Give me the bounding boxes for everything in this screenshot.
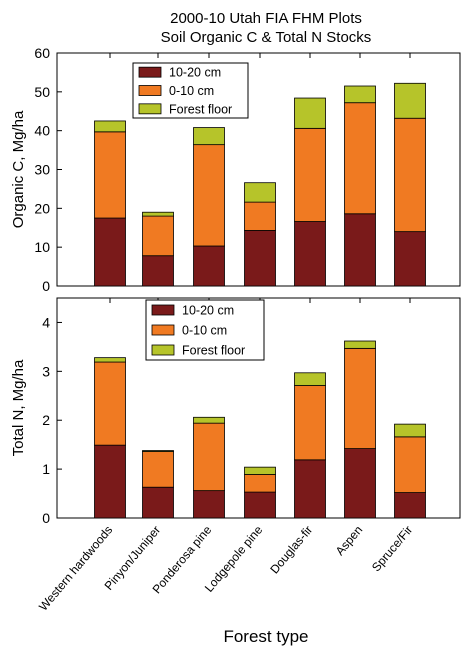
bar-segment [394, 117, 426, 233]
bar-segment [193, 127, 225, 146]
bar-segment [193, 422, 225, 492]
bar-segment [344, 347, 376, 449]
bar-segment [244, 491, 276, 519]
legend-label: 10-20 cm [169, 66, 221, 80]
bar-segment [94, 120, 126, 133]
bar-segment [94, 361, 126, 446]
y-tick-label: 50 [34, 84, 50, 100]
x-tick-label: Aspen [333, 523, 366, 558]
chart-title-line-1: 2000-10 Utah FIA FHM Plots [170, 10, 362, 27]
legend-label: Forest floor [169, 102, 232, 116]
bar-segment [294, 385, 326, 461]
y-tick-label: 10 [34, 239, 50, 255]
y-tick-label: 0 [42, 510, 50, 526]
bar-segment [244, 182, 276, 203]
legend: 10-20 cm 0-10 cm Forest floor [145, 299, 265, 361]
bar-segment [394, 492, 426, 519]
bar-segment [294, 459, 326, 519]
y-tick-label: 1 [42, 461, 50, 477]
bar-segment [244, 466, 276, 475]
bar-segment [294, 372, 326, 386]
chart-title-line-2: Soil Organic C & Total N Stocks [161, 29, 372, 46]
x-tick-label: Spruce/Fir [369, 523, 415, 574]
bar-segment [193, 245, 225, 287]
bar-segment [344, 213, 376, 287]
bar-segment [94, 444, 126, 519]
legend-swatch [151, 304, 175, 316]
bar-segment [142, 486, 174, 519]
y-tick-label: 4 [42, 314, 50, 330]
bar-segment [142, 215, 174, 257]
y-axis-label: Total N, Mg/ha [10, 359, 27, 456]
chart-panel-1: 0 10 20 30 40 50 60 Organic C, Mg/ha 10-20 cm 0-1… [10, 45, 461, 294]
bar-segment [244, 201, 276, 231]
x-tick-label: Douglas-fir [267, 523, 315, 576]
chart-panel-2: 0 1 2 3 4 Total N, Mg/ha 10-20 cm 0-10 cm Forest… [10, 297, 461, 614]
bar-segment [294, 127, 326, 222]
legend-label: Forest floor [182, 344, 245, 358]
y-tick-label: 3 [42, 363, 50, 379]
y-axis-label: Organic C, Mg/ha [10, 110, 27, 228]
legend-swatch [138, 85, 162, 96]
legend-label: 0-10 cm [169, 84, 214, 98]
x-tick-label: Western hardwoods [36, 523, 115, 614]
bar-segment [344, 448, 376, 519]
bar-segment [193, 416, 225, 424]
legend-label: 10-20 cm [182, 304, 234, 318]
bar-segment [344, 102, 376, 215]
bar-segment [344, 340, 376, 349]
y-tick-label: 40 [34, 123, 50, 139]
bar-segment [94, 357, 126, 363]
legend: 10-20 cm 0-10 cm Forest floor [132, 62, 249, 119]
legend-swatch [138, 66, 162, 78]
bar-segment [394, 423, 426, 438]
legend-swatch [138, 103, 162, 115]
bar-segment [193, 144, 225, 247]
y-tick-label: 0 [42, 278, 50, 294]
legend-swatch [151, 324, 175, 336]
y-tick-label: 60 [34, 45, 50, 61]
bar-segment [142, 450, 174, 452]
bar-segment [94, 217, 126, 287]
bar-segment [142, 211, 174, 217]
bar-segment [294, 97, 326, 129]
x-axis-label: Forest type [223, 627, 308, 646]
y-tick-label: 20 [34, 200, 50, 216]
bar-segment [244, 474, 276, 493]
y-tick-label: 30 [34, 162, 50, 178]
bar-segment [394, 436, 426, 493]
bar-segment [142, 451, 174, 488]
legend-swatch [151, 344, 175, 356]
bar-segment [344, 85, 376, 104]
bar-segment [394, 231, 426, 287]
y-tick-label: 2 [42, 412, 50, 428]
legend-label: 0-10 cm [182, 324, 227, 338]
bar-segment [193, 490, 225, 519]
bar-segment [142, 255, 174, 287]
bar-segment [94, 131, 126, 219]
bar-segment [244, 230, 276, 287]
bar-segment [294, 221, 326, 287]
bar-segment [394, 82, 426, 119]
